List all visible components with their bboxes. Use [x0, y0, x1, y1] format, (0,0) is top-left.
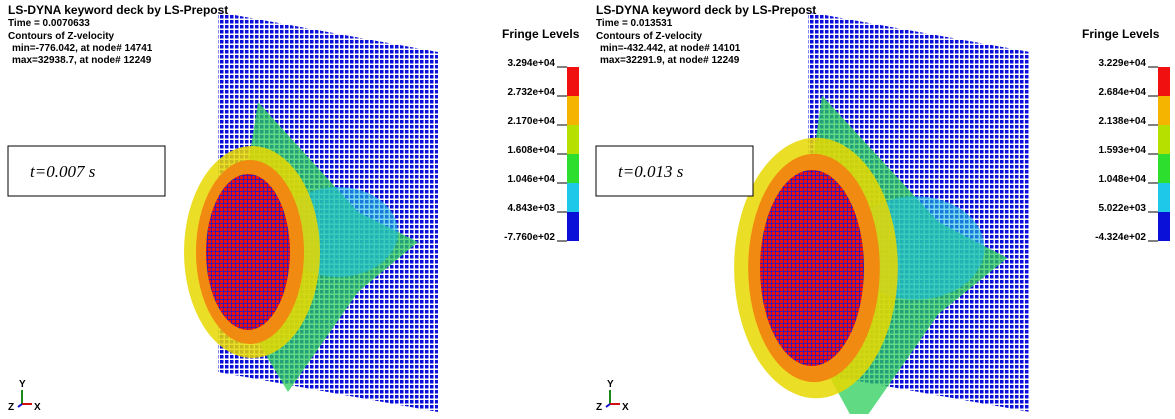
time: Time = 0.013531: [596, 18, 673, 29]
fringe-level: 4.843e+03: [507, 203, 555, 214]
fringe-level: 5.022e+03: [1098, 203, 1146, 214]
fringe-level: 1.048e+04: [1098, 174, 1146, 185]
axis-y-label: Y: [19, 379, 26, 390]
fringe-level: 3.229e+04: [1098, 58, 1146, 69]
fringe-band: [567, 67, 579, 96]
min: min=-776.042, at node# 14741: [12, 43, 153, 54]
axis-z-label: Z: [596, 402, 602, 413]
fringe-level: 2.138e+04: [1098, 116, 1146, 127]
fringe-level: 1.608e+04: [507, 145, 555, 156]
axis-z-label: Z: [8, 402, 14, 413]
time-label: t=0.013 s: [618, 162, 684, 181]
fringe-band: [567, 125, 579, 154]
title: LS-DYNA keyword deck by LS-Prepost: [596, 3, 816, 17]
axis-x-label: X: [34, 402, 41, 413]
fringe-band: [567, 212, 579, 241]
fringe-level: 2.684e+04: [1098, 87, 1146, 98]
figure: LS-DYNA keyword deck by LS-PrepostTime =…: [0, 0, 1175, 414]
axis-z: [18, 404, 22, 407]
fringe-level: 2.732e+04: [507, 87, 555, 98]
title: LS-DYNA keyword deck by LS-Prepost: [8, 3, 228, 17]
axis-x-label: X: [622, 402, 629, 413]
fringe-band: [1158, 154, 1170, 183]
fringe-band: [567, 96, 579, 125]
fringe-band: [1158, 183, 1170, 212]
axis-y-label: Y: [607, 379, 614, 390]
fringe-level: 2.170e+04: [507, 116, 555, 127]
contour: Contours of Z-velocity: [8, 31, 115, 42]
fringe-band: [567, 183, 579, 212]
fringe-band: [1158, 125, 1170, 154]
red-core: [206, 174, 290, 330]
fringe-band: [1158, 96, 1170, 125]
fringe-level: -7.760e+02: [504, 232, 555, 243]
fringe-level: 1.593e+04: [1098, 145, 1146, 156]
contour: Contours of Z-velocity: [596, 31, 703, 42]
time: Time = 0.0070633: [8, 18, 90, 29]
fringe-band: [1158, 212, 1170, 241]
fringe-band: [567, 154, 579, 183]
fringe-level: 1.046e+04: [507, 174, 555, 185]
fringe-band: [1158, 67, 1170, 96]
red-core: [760, 170, 864, 366]
fringe-title: Fringe Levels: [1082, 27, 1160, 41]
fringe-level: -4.324e+02: [1095, 232, 1146, 243]
max: max=32938.7, at node# 12249: [12, 55, 152, 66]
min: min=-432.442, at node# 14101: [600, 43, 741, 54]
time-label: t=0.007 s: [30, 162, 96, 181]
axis-z: [606, 404, 610, 407]
max: max=32291.9, at node# 12249: [600, 55, 740, 66]
fringe-level: 3.294e+04: [507, 58, 555, 69]
fringe-title: Fringe Levels: [502, 27, 580, 41]
